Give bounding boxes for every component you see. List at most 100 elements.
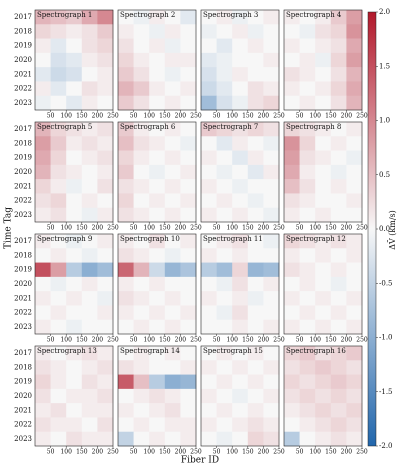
heatmap-cell <box>164 431 181 447</box>
heatmap-cell <box>164 67 181 82</box>
heatmap-cell <box>346 360 363 375</box>
heatmap-cell <box>118 374 134 390</box>
y-tick-label: 2023 <box>14 435 32 443</box>
heatmap-cell <box>330 150 347 166</box>
heatmap-cell <box>299 276 316 292</box>
heatmap-cell <box>315 164 332 180</box>
heatmap-cell <box>284 262 300 278</box>
x-tick-label: 150 <box>159 449 171 456</box>
heatmap-cell <box>232 276 249 292</box>
heatmap-cell <box>149 24 166 39</box>
heatmap-cell <box>149 305 166 321</box>
heatmap-cell <box>118 403 134 418</box>
x-tick-label: 100 <box>309 449 321 456</box>
colorbar <box>367 11 377 447</box>
heatmap-cell <box>330 248 347 263</box>
heatmap-cell <box>81 431 98 447</box>
heatmap-cell <box>346 276 363 292</box>
heatmap-cell <box>35 38 51 54</box>
x-tick-label: 150 <box>76 337 88 344</box>
heatmap-cell <box>66 346 83 361</box>
heatmap-cell <box>133 431 150 447</box>
heatmap-cell <box>216 179 233 194</box>
heatmap-cell <box>263 234 280 249</box>
heatmap-cell <box>346 403 363 418</box>
x-tick-label: 250 <box>356 113 368 120</box>
heatmap-cell <box>50 262 67 278</box>
heatmap-cell <box>97 234 114 249</box>
x-tick-label: 150 <box>242 337 254 344</box>
heatmap-cell <box>50 388 67 404</box>
heatmap-cell <box>299 207 316 223</box>
heatmap-cell <box>81 207 98 223</box>
heatmap-cell <box>299 346 316 361</box>
y-tick-label: 2019 <box>14 266 32 274</box>
heatmap-cell <box>263 95 280 111</box>
heatmap-cell <box>232 38 249 54</box>
heatmap-cell <box>164 360 181 375</box>
heatmap-cell <box>149 291 166 306</box>
heatmap-cell <box>118 360 134 375</box>
heatmap-cell <box>330 164 347 180</box>
heatmap-cell <box>133 374 150 390</box>
heatmap-cell <box>149 417 166 433</box>
x-tick-label: 150 <box>325 449 337 456</box>
heatmap-cell <box>66 207 83 223</box>
x-tick-label: 150 <box>325 337 337 344</box>
heatmap-cell <box>232 319 249 335</box>
heatmap-cell <box>180 346 197 361</box>
heatmap-cell <box>232 360 249 375</box>
heatmap-cell <box>346 262 363 278</box>
x-tick-label: 250 <box>273 337 285 344</box>
heatmap-cell <box>315 234 332 249</box>
heatmap-cell <box>133 52 150 68</box>
heatmap-cell <box>330 403 347 418</box>
heatmap-cell <box>201 388 217 404</box>
heatmap-cell <box>35 248 51 263</box>
heatmap-cell <box>164 403 181 418</box>
heatmap-cell <box>133 38 150 54</box>
heatmap-cell <box>216 431 233 447</box>
heatmap-cell <box>330 136 347 151</box>
heatmap-cell <box>97 52 114 68</box>
heatmap-cell <box>346 207 363 223</box>
heatmap-cell <box>133 248 150 263</box>
heatmap-cell <box>315 24 332 39</box>
x-tick-label: 200 <box>92 225 104 232</box>
heatmap-cell <box>149 234 166 249</box>
heatmap-cell <box>164 38 181 54</box>
x-tick-label: 200 <box>341 113 353 120</box>
heatmap-cell <box>216 136 233 151</box>
heatmap-cell <box>118 38 134 54</box>
heatmap-cell <box>180 24 197 39</box>
heatmap-cell <box>149 193 166 209</box>
panel-frame <box>34 233 114 335</box>
heatmap-cell <box>81 291 98 306</box>
heatmap-cell <box>133 150 150 166</box>
heatmap-cell <box>263 38 280 54</box>
heatmap-cell <box>263 67 280 82</box>
heatmap-cell <box>330 276 347 292</box>
heatmap-cell <box>201 262 217 278</box>
y-tick-label: 2020 <box>14 56 32 64</box>
heatmap-cell <box>81 81 98 97</box>
heatmap-cell <box>66 248 83 263</box>
heatmap-cell <box>247 10 264 25</box>
x-tick-label: 100 <box>143 449 155 456</box>
heatmap-cell <box>133 24 150 39</box>
heatmap-cell <box>284 207 300 223</box>
x-tick-label: 50 <box>130 337 138 344</box>
heatmap-cell <box>118 431 134 447</box>
heatmap-cell <box>201 150 217 166</box>
heatmap-cell <box>66 24 83 39</box>
heatmap-cell <box>299 24 316 39</box>
heatmap-cell <box>284 24 300 39</box>
heatmap-cell <box>299 388 316 404</box>
heatmap-cell <box>216 360 233 375</box>
heatmap-cell <box>50 374 67 390</box>
heatmap-cell <box>35 346 51 361</box>
x-tick-label: 100 <box>60 225 72 232</box>
heatmap-cell <box>201 403 217 418</box>
heatmap-cell <box>299 95 316 111</box>
